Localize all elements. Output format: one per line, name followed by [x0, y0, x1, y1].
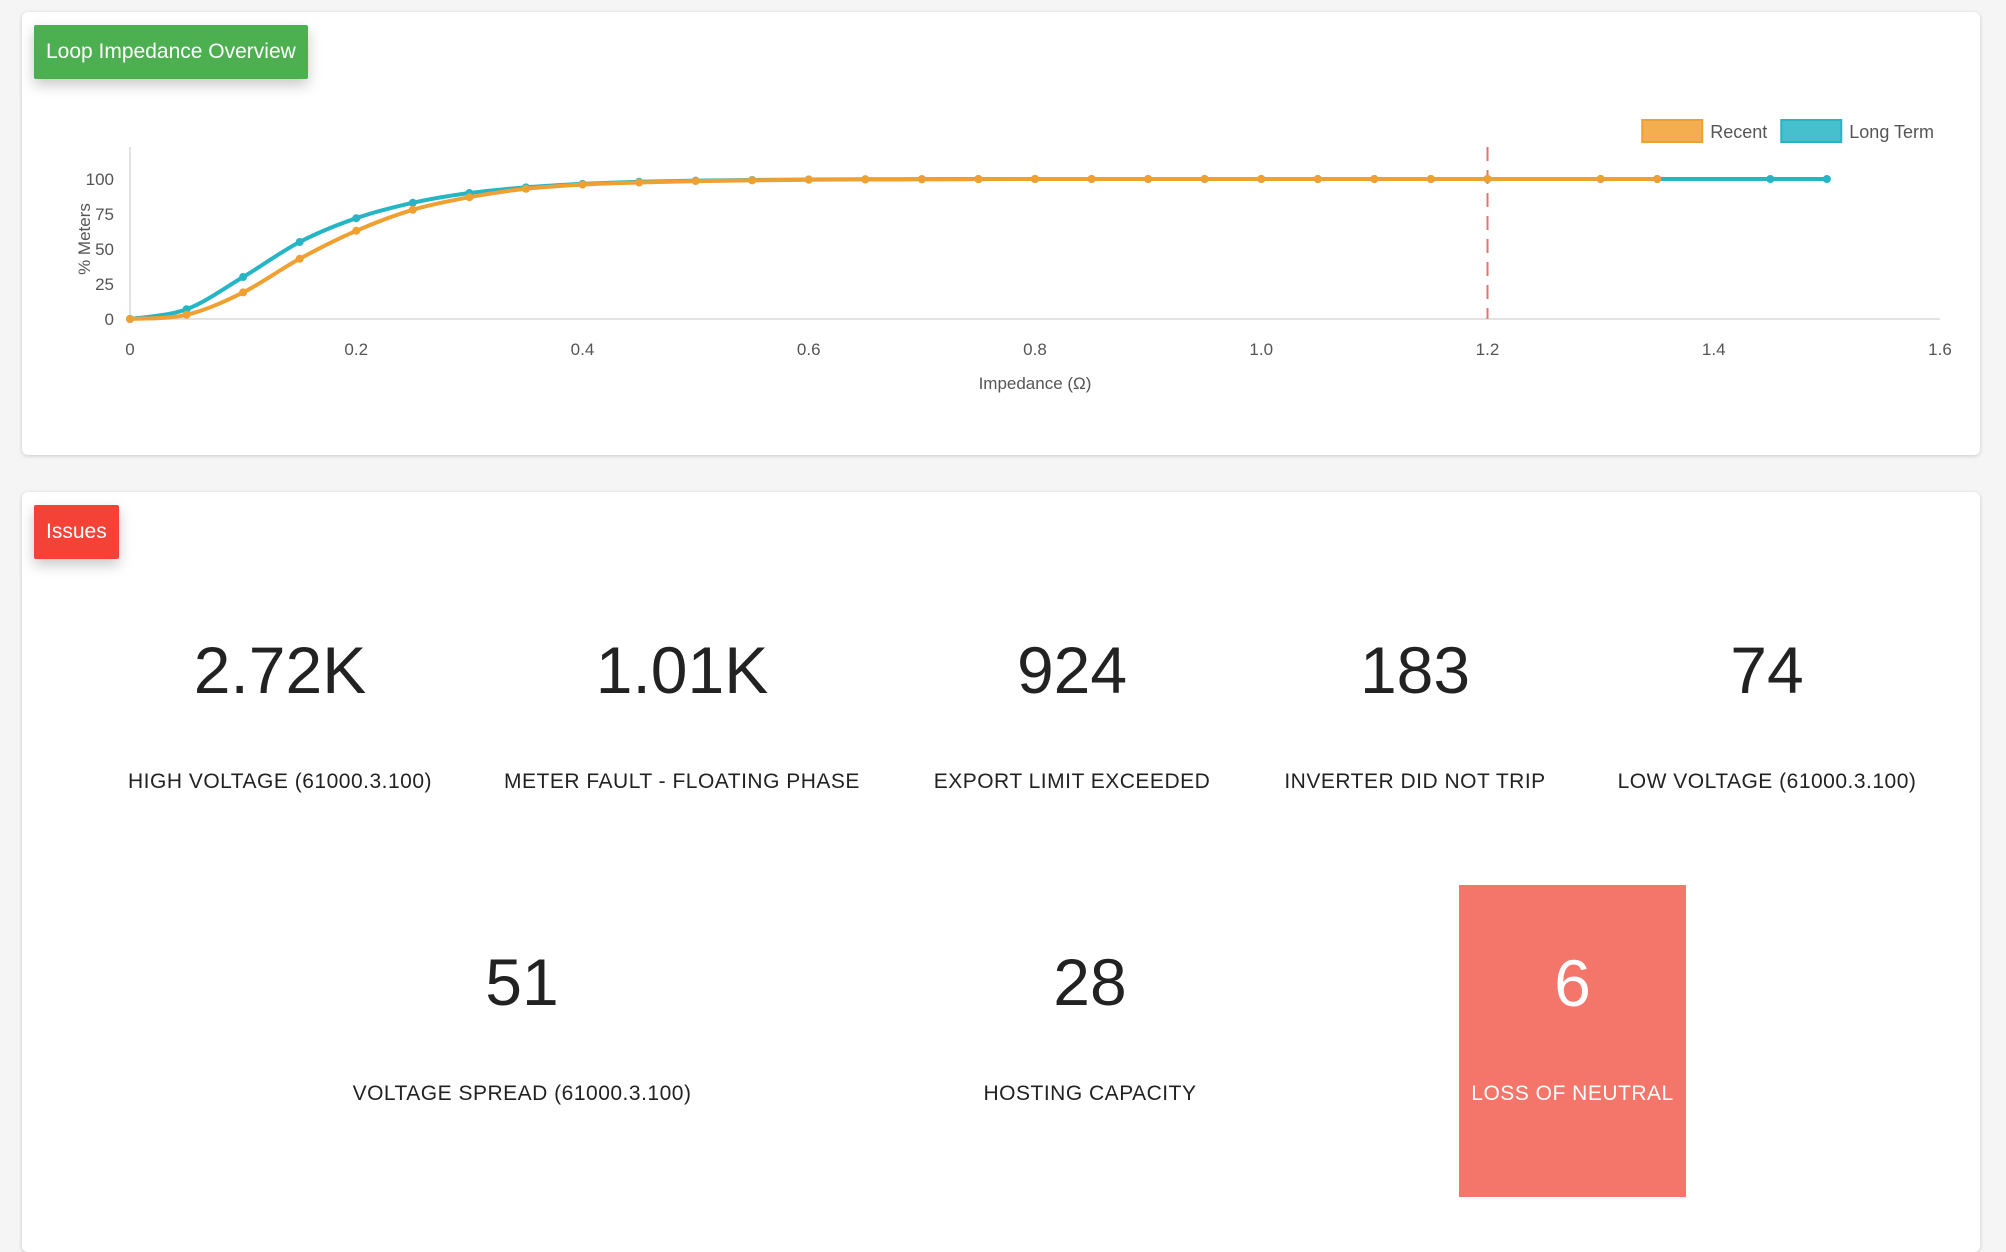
data-point-recent [578, 180, 587, 189]
issue-label: INVERTER DID NOT TRIP [1284, 770, 1546, 793]
data-point-recent [521, 184, 530, 193]
data-point-long-term [182, 305, 191, 314]
x-tick-label: 1.6 [1928, 340, 1952, 359]
y-tick-label: 25 [95, 275, 114, 294]
data-point-long-term [1766, 175, 1775, 183]
y-tick-label: 50 [95, 240, 114, 259]
loop-impedance-card: Loop Impedance Overview 0 0.2 0.4 0.6 0.8 1.0… [22, 12, 1980, 455]
issue-count: 2.72K [193, 633, 367, 707]
data-point-recent [1257, 175, 1266, 183]
series-line-recent [129, 176, 1658, 321]
data-point-long-term [239, 273, 248, 281]
x-tick-label: 0 [125, 340, 134, 359]
y-axis-title: % Meters [75, 203, 94, 275]
issue-tile-inverter-trip[interactable]: 183 INVERTER DID NOT TRIP [1215, 632, 1615, 812]
y-tick-label: 100 [86, 170, 114, 189]
issue-count: 1.01K [595, 633, 769, 707]
issues-card: Issues 2.72K HIGH VOLTAGE (61000.3.100) … [22, 492, 1980, 1252]
x-tick-label: 0.6 [797, 340, 821, 359]
x-tick-label: 0.8 [1023, 340, 1047, 359]
issue-count: 183 [1359, 633, 1471, 707]
issue-label: VOLTAGE SPREAD (61000.3.100) [352, 1082, 692, 1105]
issue-label: HIGH VOLTAGE (61000.3.100) [127, 770, 433, 793]
issue-count: 28 [1053, 945, 1127, 1019]
data-point-recent [917, 175, 926, 184]
issue-count: 924 [1016, 633, 1128, 707]
data-point-recent [635, 178, 644, 187]
data-point-recent [352, 226, 361, 235]
data-point-recent [182, 310, 191, 319]
x-axis-title: Impedance (Ω) [979, 374, 1092, 393]
issue-tile-export-limit[interactable]: 924 EXPORT LIMIT EXCEEDED [872, 632, 1272, 812]
data-point-recent [691, 177, 700, 186]
x-tick-label: 1.0 [1249, 340, 1273, 359]
issue-count: 74 [1730, 633, 1804, 707]
issue-label: EXPORT LIMIT EXCEEDED [933, 770, 1211, 793]
series-line-long-term [129, 176, 1827, 321]
legend-label-long-term: Long Term [1849, 122, 1934, 142]
data-point-recent [239, 288, 248, 297]
data-point-long-term [1822, 175, 1831, 183]
issue-label: HOSTING CAPACITY [983, 1082, 1197, 1105]
card-title: Loop Impedance Overview [34, 25, 308, 79]
issue-count: 51 [485, 945, 559, 1019]
y-tick-label: 0 [105, 310, 114, 329]
data-point-recent [1144, 175, 1153, 183]
data-point-recent [748, 176, 757, 185]
legend-label-recent: Recent [1710, 122, 1767, 142]
legend-swatch-recent [1641, 119, 1704, 143]
x-tick-label: 0.2 [344, 340, 368, 359]
y-tick-label: 75 [95, 205, 114, 224]
data-point-long-term [295, 238, 304, 246]
data-point-recent [1313, 175, 1322, 183]
data-point-recent [1031, 175, 1039, 183]
issue-label: LOW VOLTAGE (61000.3.100) [1617, 770, 1917, 793]
x-tick-label: 1.2 [1476, 340, 1500, 359]
issue-tile-low-voltage[interactable]: 74 LOW VOLTAGE (61000.3.100) [1567, 632, 1967, 812]
data-point-recent [465, 193, 474, 202]
data-point-recent [1653, 175, 1662, 183]
data-point-long-term [408, 198, 417, 207]
x-tick-label: 0.4 [571, 340, 595, 359]
data-point-recent [1426, 175, 1435, 183]
issue-label: LOSS OF NEUTRAL [1471, 1082, 1674, 1105]
issue-tile-high-voltage[interactable]: 2.72K HIGH VOLTAGE (61000.3.100) [80, 632, 480, 812]
data-point-long-term [352, 214, 361, 223]
issue-tile-hosting-capacity[interactable]: 28 HOSTING CAPACITY [890, 944, 1290, 1124]
data-point-recent [1596, 175, 1605, 183]
issue-tile-meter-fault[interactable]: 1.01K METER FAULT - FLOATING PHASE [482, 632, 882, 812]
data-point-recent [295, 254, 304, 263]
card-title: Issues [34, 505, 119, 559]
issue-tile-loss-of-neutral[interactable]: 6 LOSS OF NEUTRAL [1459, 885, 1686, 1197]
issue-label: METER FAULT - FLOATING PHASE [504, 770, 860, 793]
data-point-recent [861, 175, 870, 184]
data-point-recent [126, 315, 134, 323]
data-point-recent [804, 175, 813, 184]
data-point-recent [1483, 175, 1492, 183]
data-point-recent [408, 205, 417, 214]
issue-count: 6 [1554, 946, 1591, 1020]
data-point-recent [1200, 175, 1209, 183]
data-point-recent [974, 175, 983, 184]
loop-impedance-chart: 0 0.2 0.4 0.6 0.8 1.0 1.2 1.4 1.6 0 25 50 75 100 Imped… [75, 119, 1952, 393]
x-tick-label: 1.4 [1702, 340, 1726, 359]
issue-tile-voltage-spread[interactable]: 51 VOLTAGE SPREAD (61000.3.100) [297, 944, 747, 1124]
legend-swatch-long-term [1780, 119, 1843, 143]
data-point-recent [1370, 175, 1379, 183]
data-point-recent [1087, 175, 1096, 183]
